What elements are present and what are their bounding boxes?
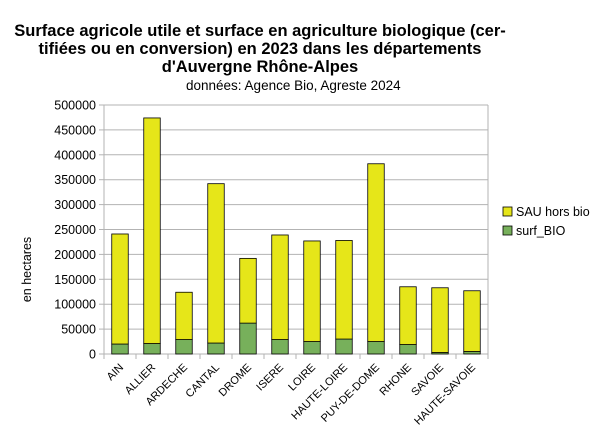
y-tick-label: 0 [89, 348, 96, 362]
x-tick-label: DROME [217, 362, 254, 399]
y-tick-label: 450000 [54, 123, 96, 137]
bar-segment-surf-bio [399, 344, 417, 355]
bar-segment-surf-bio [143, 343, 161, 355]
bar-segment-sau-hors-bio [143, 117, 161, 344]
y-tick-label: 300000 [54, 198, 96, 212]
legend-swatch [502, 225, 513, 236]
bar-segment-sau-hors-bio [367, 163, 385, 342]
y-tick-label: 500000 [54, 99, 96, 113]
y-tick-label: 400000 [54, 148, 96, 162]
bar-segment-surf-bio [367, 341, 385, 355]
x-tick-label: PUY-DE-DOME [319, 362, 382, 425]
bar-segment-surf-bio [175, 339, 193, 355]
y-axis-label: en hectares [20, 237, 34, 302]
y-tick-label: 250000 [54, 223, 96, 237]
chart-subtitle: données: Agence Bio, Agreste 2024 [186, 78, 401, 93]
bar-segment-sau-hors-bio [239, 257, 257, 324]
x-tick-label: RHONE [378, 362, 415, 399]
bar-segment-surf-bio [303, 341, 321, 355]
bar-segment-sau-hors-bio [175, 291, 193, 340]
x-tick-label: AIN [105, 362, 126, 383]
x-tick-label: HAUTE-LOIRE [289, 362, 350, 423]
chart-title-line: d'Auvergne Rhône-Alpes [161, 58, 359, 76]
bar-segment-sau-hors-bio [207, 183, 225, 344]
legend-label: SAU hors bio [516, 205, 590, 219]
y-tick-label: 100000 [54, 298, 96, 312]
chart-title-line: tifiées ou en conversion) en 2023 dans l… [38, 40, 482, 58]
bar-segment-sau-hors-bio [463, 290, 481, 352]
bar-segment-surf-bio [207, 342, 225, 355]
bar-segment-sau-hors-bio [271, 234, 289, 340]
bar-segment-surf-bio [239, 322, 257, 355]
bar-segment-sau-hors-bio [303, 240, 321, 342]
bar-segment-sau-hors-bio [111, 233, 129, 345]
bar-segment-sau-hors-bio [399, 286, 417, 345]
bar-segment-surf-bio [335, 338, 353, 355]
bar-segment-sau-hors-bio [431, 287, 449, 353]
y-tick-label: 50000 [61, 323, 96, 337]
y-tick-label: 350000 [54, 173, 96, 187]
bar-segment-surf-bio [271, 339, 289, 355]
x-tick-label: CANTAL [184, 362, 223, 401]
x-tick-label: HAUTE-SAVOIE [412, 362, 478, 428]
chart-title: Surface agricole utile et surface en agr… [0, 22, 520, 76]
y-tick-label: 200000 [54, 248, 96, 262]
bar-segment-sau-hors-bio [335, 240, 353, 340]
legend-label: surf_BIO [516, 224, 566, 238]
legend-swatch [502, 206, 513, 217]
y-tick-label: 150000 [54, 273, 96, 287]
bar-segment-surf-bio [111, 343, 129, 355]
x-tick-label: ISERE [254, 362, 286, 394]
chart-title-line: Surface agricole utile et surface en agr… [14, 22, 506, 40]
